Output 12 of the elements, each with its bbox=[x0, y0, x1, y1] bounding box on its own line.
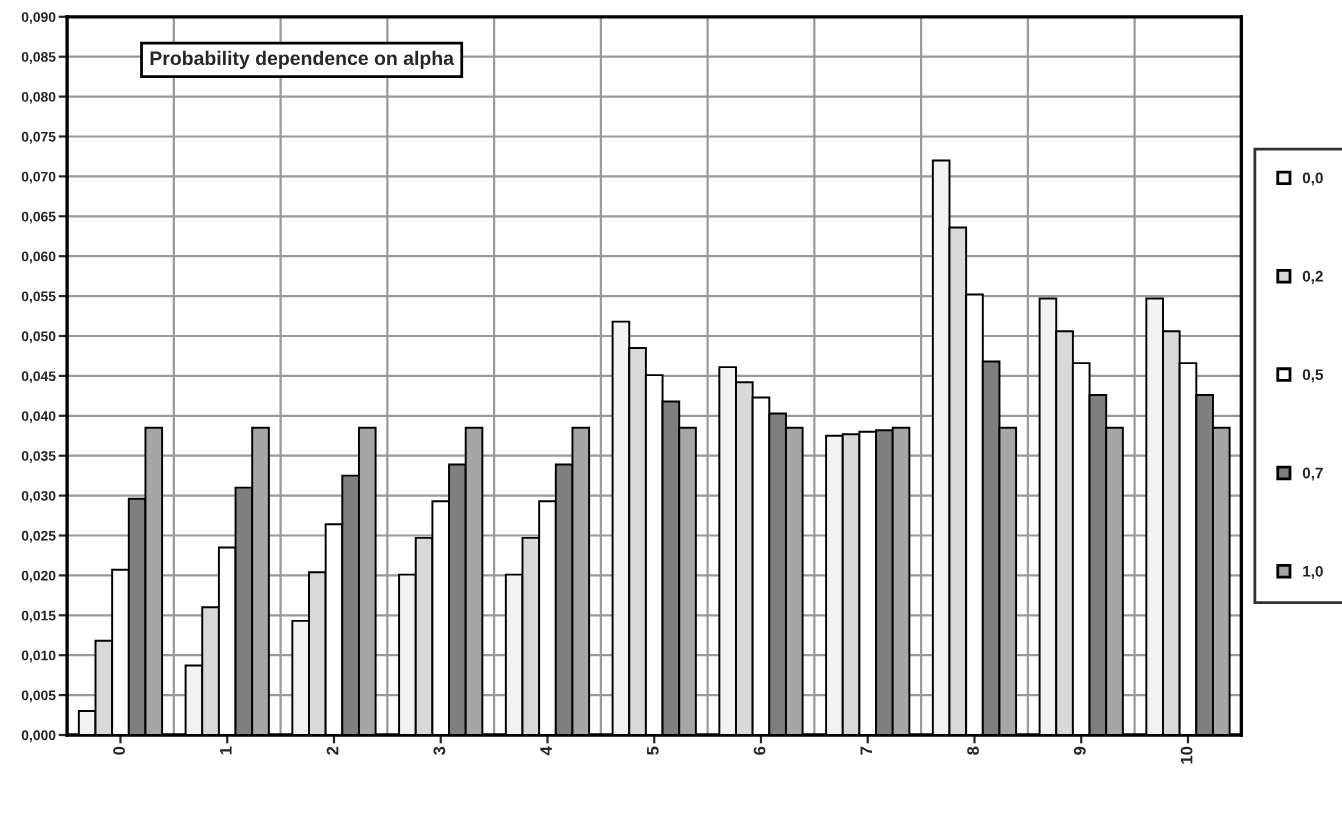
x-tick-label: 8 bbox=[967, 746, 979, 755]
x-tick-label: 4 bbox=[540, 746, 552, 756]
x-tick-label: 10 bbox=[1180, 746, 1193, 764]
x-tick-label: 5 bbox=[647, 746, 659, 755]
x-tick-label: 2 bbox=[326, 746, 339, 755]
x-tick-label: 9 bbox=[1073, 746, 1086, 755]
x-tick-label: 0 bbox=[113, 746, 125, 755]
text: Probability dependence on alpha bbox=[150, 50, 455, 69]
x-tick-label: 3 bbox=[433, 746, 446, 755]
x-tick-label: 6 bbox=[753, 746, 766, 755]
x-tick-label: 1 bbox=[220, 746, 232, 755]
x-tick-label: 7 bbox=[860, 746, 873, 755]
